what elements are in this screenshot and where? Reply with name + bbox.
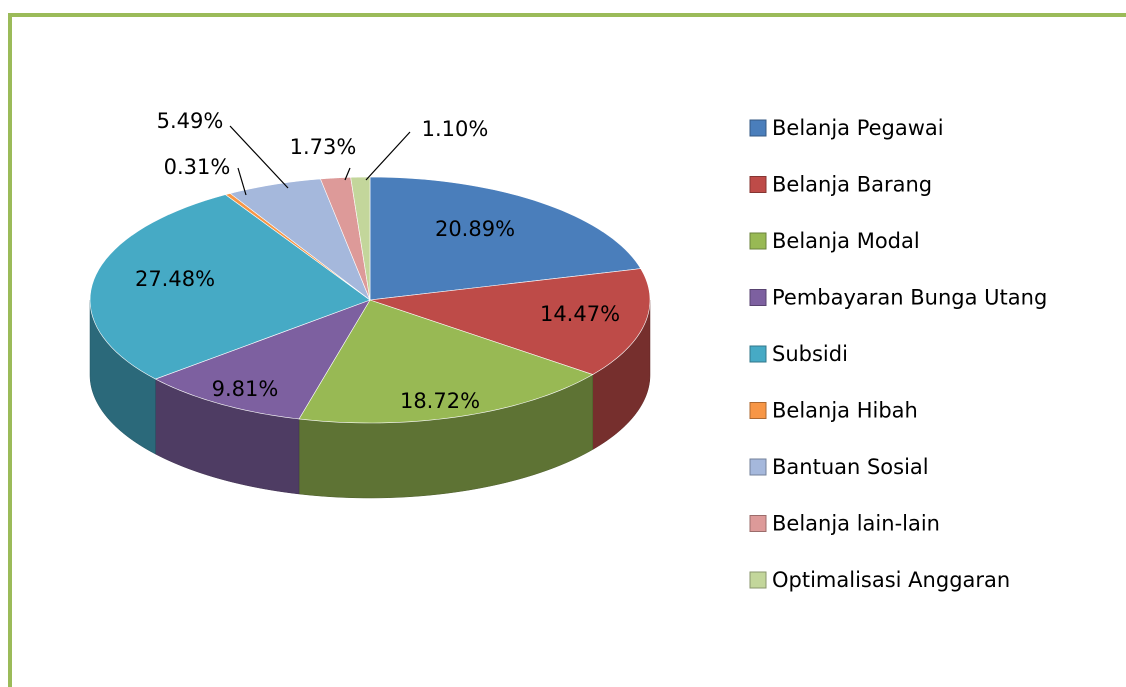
slice [154,299,371,420]
legend-swatch [749,402,767,419]
data-label: 18.72% [400,389,480,413]
legend-label: Belanja Hibah [772,399,918,423]
slice [298,299,594,424]
data-label: 0.31% [164,155,231,179]
data-label: 5.49% [157,109,224,133]
legend-label: Belanja Modal [772,229,920,253]
legend-swatch [749,515,767,532]
legend-label: Bantuan Sosial [772,455,929,479]
leader-line [344,167,351,181]
slice [229,178,371,301]
slice [369,176,642,301]
slice [224,193,371,301]
leader-line [237,167,247,196]
legend-swatch [749,571,767,589]
legend-swatch [749,345,767,363]
data-label: 27.48% [135,267,215,291]
legend-swatch [749,232,767,250]
legend-label: Pembayaran Bunga Utang [772,286,1047,310]
slice [350,176,371,301]
data-label: 1.73% [290,135,357,159]
legend-label: Subsidi [772,342,848,366]
legend-label: Belanja lain-lain [772,512,940,536]
slice [89,194,371,380]
leader-line [229,125,289,189]
legend-swatch [749,176,767,193]
data-label: 1.10% [422,117,489,141]
data-label: 9.81% [212,377,279,401]
legend-label: Optimalisasi Anggaran [772,568,1010,592]
data-label: 14.47% [540,302,620,326]
legend-swatch [749,458,767,476]
legend-swatch [749,119,767,137]
legend-swatch [749,289,767,306]
data-label: 20.89% [435,217,515,241]
leader-line [365,131,411,181]
slice [369,268,651,375]
legend-label: Belanja Pegawai [772,116,944,140]
legend-label: Belanja Barang [772,173,932,197]
